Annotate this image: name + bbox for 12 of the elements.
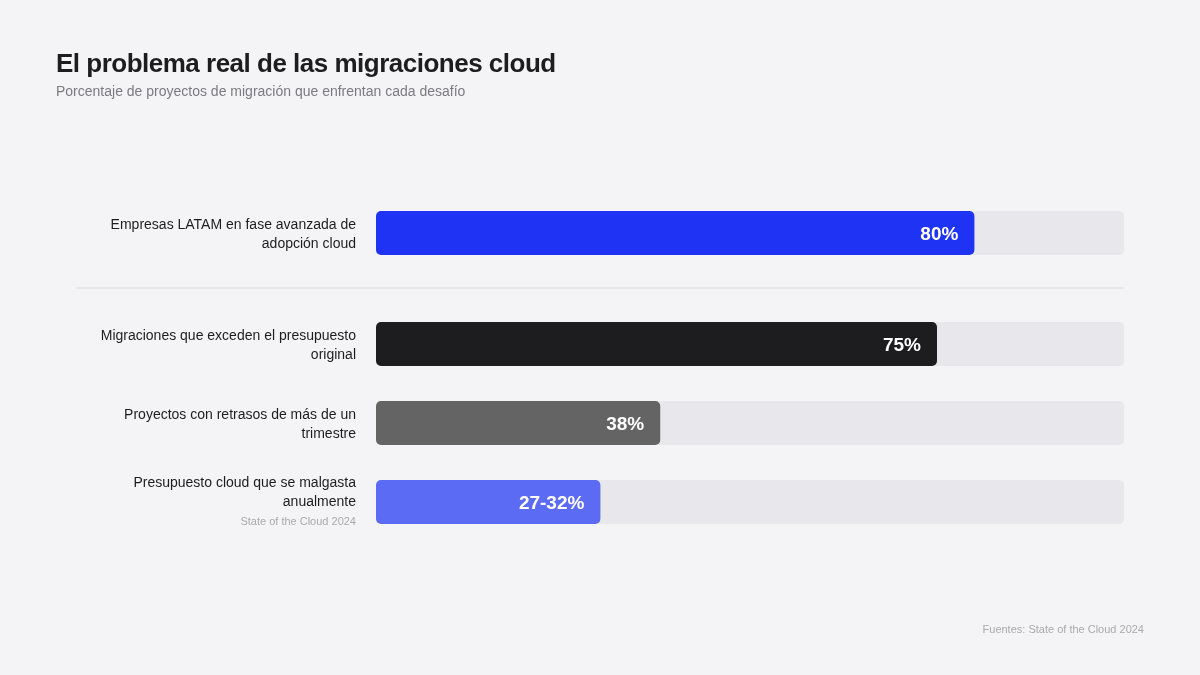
y-tick-label: Proyectos con retrasos de más de un trimestre bbox=[124, 406, 357, 441]
data-label: 80% bbox=[920, 223, 959, 244]
text: State of the Cloud 2024 bbox=[240, 515, 356, 527]
y-tick-label: Presupuesto cloud que se malgasta anualmente bbox=[133, 474, 357, 509]
data-label: 75% bbox=[882, 334, 922, 355]
text: Porcentaje de proyectos de migración que enfrentan cada desafío bbox=[56, 83, 466, 99]
source-note: Fuentes: State of the Cloud 2024 bbox=[982, 623, 1144, 635]
y-tick-label: Migraciones que exceden el presupuesto original bbox=[100, 327, 357, 362]
data-label: 38% bbox=[606, 413, 645, 434]
y-tick-label: Empresas LATAM en fase avanzada de adopción cloud bbox=[110, 216, 357, 251]
chart-title: El problema real de las migraciones cloud bbox=[56, 48, 556, 78]
annotation: 27-32% bbox=[518, 492, 585, 513]
